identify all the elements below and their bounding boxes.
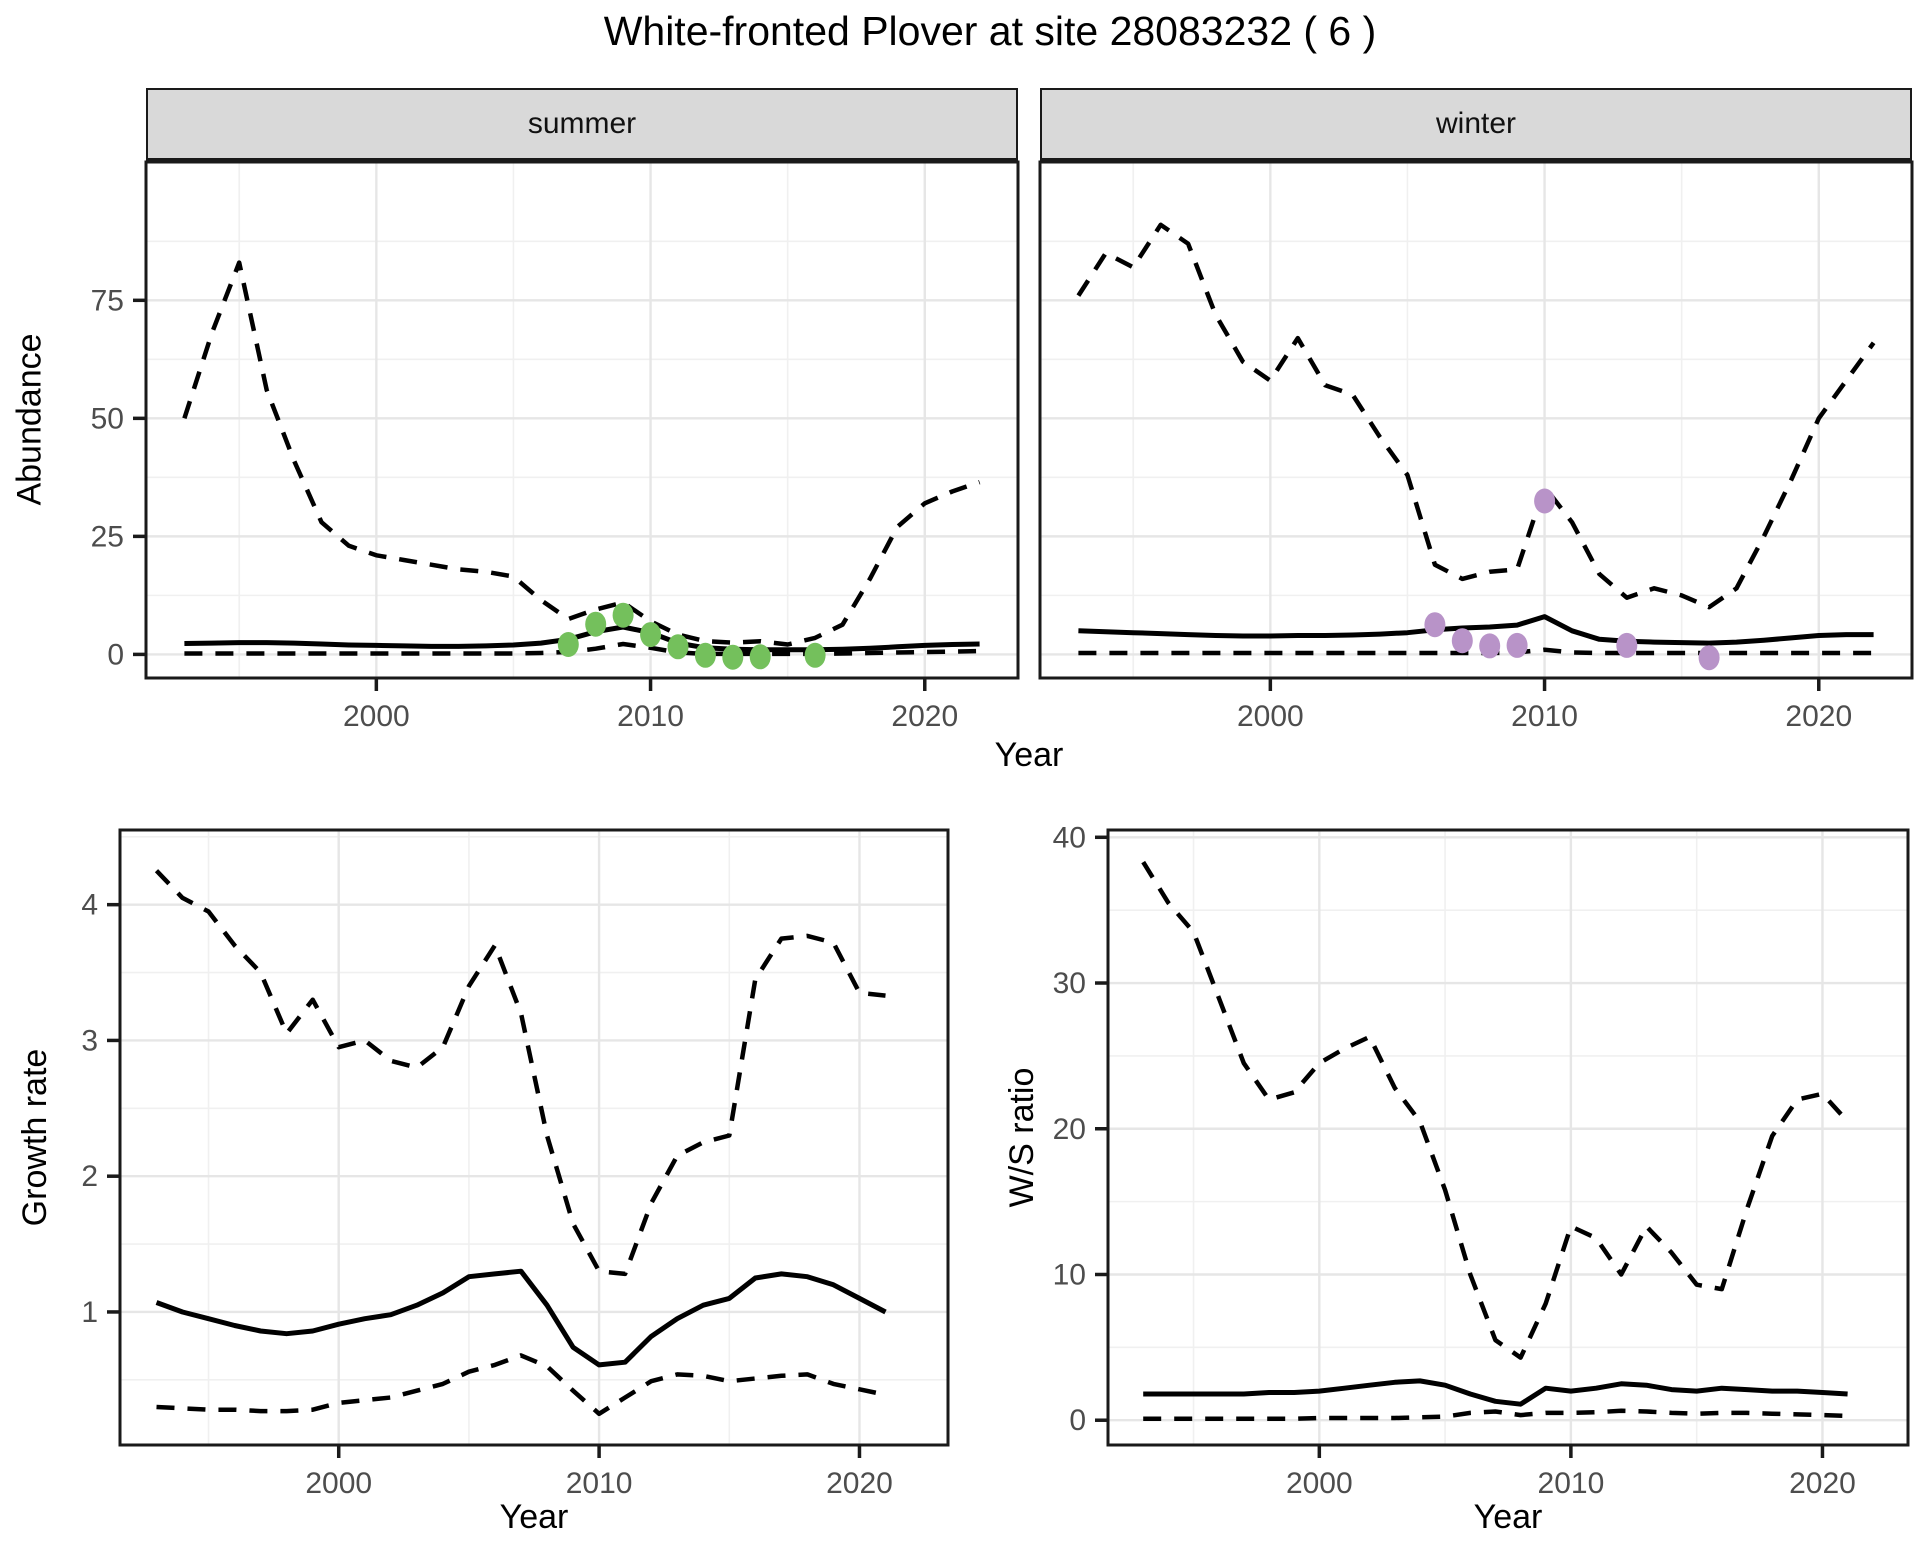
series-layer xyxy=(1141,860,1850,1422)
x-tick-label: 2020 xyxy=(1785,700,1852,733)
y-axis-title-growth-rate: Growth rate xyxy=(16,1048,54,1227)
panel-border xyxy=(1106,828,1910,1447)
winter-median-line xyxy=(1078,614,1874,646)
y-tick-label: 2 xyxy=(81,1160,98,1193)
y-tick-label: 25 xyxy=(91,520,124,553)
ws-median-line xyxy=(1143,1378,1848,1407)
observation-point xyxy=(804,642,826,668)
axis-summer: 2000 2010 2020 0 25 50 75 xyxy=(91,284,959,733)
x-tick-label: 2000 xyxy=(1286,1467,1353,1500)
y-tick-label: 75 xyxy=(91,284,124,317)
observation-point xyxy=(1479,633,1501,659)
observation-point xyxy=(640,622,662,648)
gridlines xyxy=(120,830,948,1445)
panel-summer: 2000 2010 2020 0 25 50 75 xyxy=(91,160,1020,733)
y-tick-label: 20 xyxy=(1053,1113,1086,1146)
observation-point xyxy=(722,644,744,670)
summer-median-line xyxy=(184,624,980,653)
axis-ws: 2000 2010 2020 0 10 20 30 40 xyxy=(1053,821,1856,1500)
y-tick-label: 30 xyxy=(1053,967,1086,1000)
series-layer xyxy=(182,260,981,670)
y-tick-label: 4 xyxy=(81,889,98,922)
x-tick-label: 2020 xyxy=(826,1467,893,1500)
x-tick-label: 2000 xyxy=(343,700,410,733)
winter-observations xyxy=(1424,488,1720,671)
growth-lower_95_ci-line xyxy=(156,1353,886,1417)
observation-point xyxy=(694,642,716,668)
x-tick-label: 2020 xyxy=(891,700,958,733)
x-tick-label: 2010 xyxy=(1511,700,1578,733)
panel-background xyxy=(120,830,948,1445)
observation-point xyxy=(1451,628,1473,654)
observation-point xyxy=(749,644,771,670)
x-tick-label: 2010 xyxy=(1538,1467,1605,1500)
panel-growth: 2000 2010 2020 1 2 3 4 xyxy=(81,828,950,1500)
y-tick-label: 50 xyxy=(91,402,124,435)
series-layer xyxy=(154,869,887,1417)
panel-winter: 2000 2010 2020 xyxy=(1038,160,1914,733)
y-axis-title-ws-ratio: W/S ratio xyxy=(1003,1067,1041,1208)
series-layer xyxy=(1076,222,1876,671)
observation-point xyxy=(1424,612,1446,638)
facet-strip-summer: summer xyxy=(146,88,1018,162)
growth-upper_95_ci-line xyxy=(154,869,886,1277)
gridlines xyxy=(1040,162,1912,678)
x-tick-label: 2000 xyxy=(305,1467,372,1500)
x-axis-title-year-top: Year xyxy=(994,736,1064,774)
y-tick-label: 1 xyxy=(81,1296,98,1329)
growth-median-line xyxy=(155,1268,887,1368)
x-tick-label: 2020 xyxy=(1789,1467,1856,1500)
observation-point xyxy=(612,602,634,628)
observation-point xyxy=(1506,632,1528,658)
observation-point xyxy=(1534,488,1556,514)
ws-lower_95_ci-line xyxy=(1143,1408,1848,1422)
y-tick-label: 40 xyxy=(1053,821,1086,854)
observation-point xyxy=(667,634,689,660)
facet-strip-winter: winter xyxy=(1040,88,1912,162)
winter-lower_95_ci-line xyxy=(1078,647,1874,656)
winter-upper_95_ci-line xyxy=(1076,222,1876,610)
panel-border xyxy=(1038,160,1914,680)
observation-point xyxy=(1616,632,1638,658)
axis-winter: 2000 2010 2020 xyxy=(1237,678,1852,733)
x-axis-title-year-ws: Year xyxy=(1473,1498,1543,1536)
facet-strip-winter-label: winter xyxy=(1435,107,1517,140)
summer-lower_95_ci-line xyxy=(184,641,980,657)
plot-title: White-fronted Plover at site 28083232 ( … xyxy=(603,8,1377,54)
axis-growth: 2000 2010 2020 1 2 3 4 xyxy=(81,889,893,1500)
y-tick-label: 0 xyxy=(107,638,124,671)
panel-background xyxy=(146,162,1018,678)
summer-observations xyxy=(557,602,826,670)
panel-border xyxy=(118,828,950,1447)
summer-upper_95_ci-line xyxy=(182,260,981,647)
observation-point xyxy=(557,632,579,657)
panel-background xyxy=(1040,162,1912,678)
facet-strip-summer-label: summer xyxy=(527,107,637,140)
x-axis-title-year-growth: Year xyxy=(499,1498,569,1536)
ws-upper_95_ci-line xyxy=(1141,860,1850,1360)
y-tick-label: 3 xyxy=(81,1024,98,1057)
y-axis-title-abundance: Abundance xyxy=(10,333,49,506)
observation-point xyxy=(1698,645,1720,671)
observation-point xyxy=(585,611,607,637)
y-tick-label: 10 xyxy=(1053,1258,1086,1291)
panel-background xyxy=(1108,830,1908,1445)
x-tick-label: 2000 xyxy=(1237,700,1304,733)
y-tick-label: 0 xyxy=(1069,1404,1086,1437)
panel-ws: 2000 2010 2020 0 10 20 30 40 xyxy=(1053,821,1910,1500)
x-tick-label: 2010 xyxy=(617,700,684,733)
x-tick-label: 2010 xyxy=(566,1467,633,1500)
